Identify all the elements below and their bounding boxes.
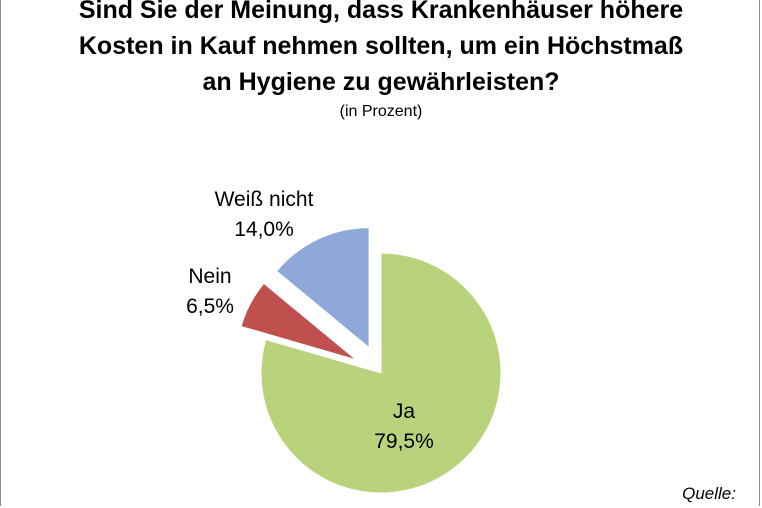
slice-value-0: 79,5% — [374, 430, 434, 453]
slice-value-2: 14,0% — [234, 218, 294, 241]
slice-category-2: Weiß nicht — [215, 188, 314, 211]
slice-label-2: Weiß nicht 14,0% — [215, 188, 314, 241]
chart-title-line-1: Sind Sie der Meinung, dass Krankenhäuser… — [78, 0, 684, 24]
slice-label-1: Nein 6,5% — [186, 265, 234, 318]
slice-category-1: Nein — [188, 265, 231, 288]
pie-slice-2 — [275, 227, 370, 349]
slice-value-1: 6,5% — [186, 295, 234, 318]
slice-label-0: Ja 79,5% — [374, 400, 434, 453]
pie-slice-1 — [240, 282, 357, 361]
chart-title-line-3: an Hygiene zu gewährleisten? — [202, 68, 560, 96]
slice-category-0: Ja — [393, 400, 416, 423]
source-label: Quelle: — [682, 484, 736, 503]
pie-slice-0 — [260, 252, 502, 494]
chart-title-line-2: Kosten in Kauf nehmen sollten, um ein Hö… — [78, 32, 684, 60]
chart-subtitle: (in Prozent) — [339, 103, 423, 120]
